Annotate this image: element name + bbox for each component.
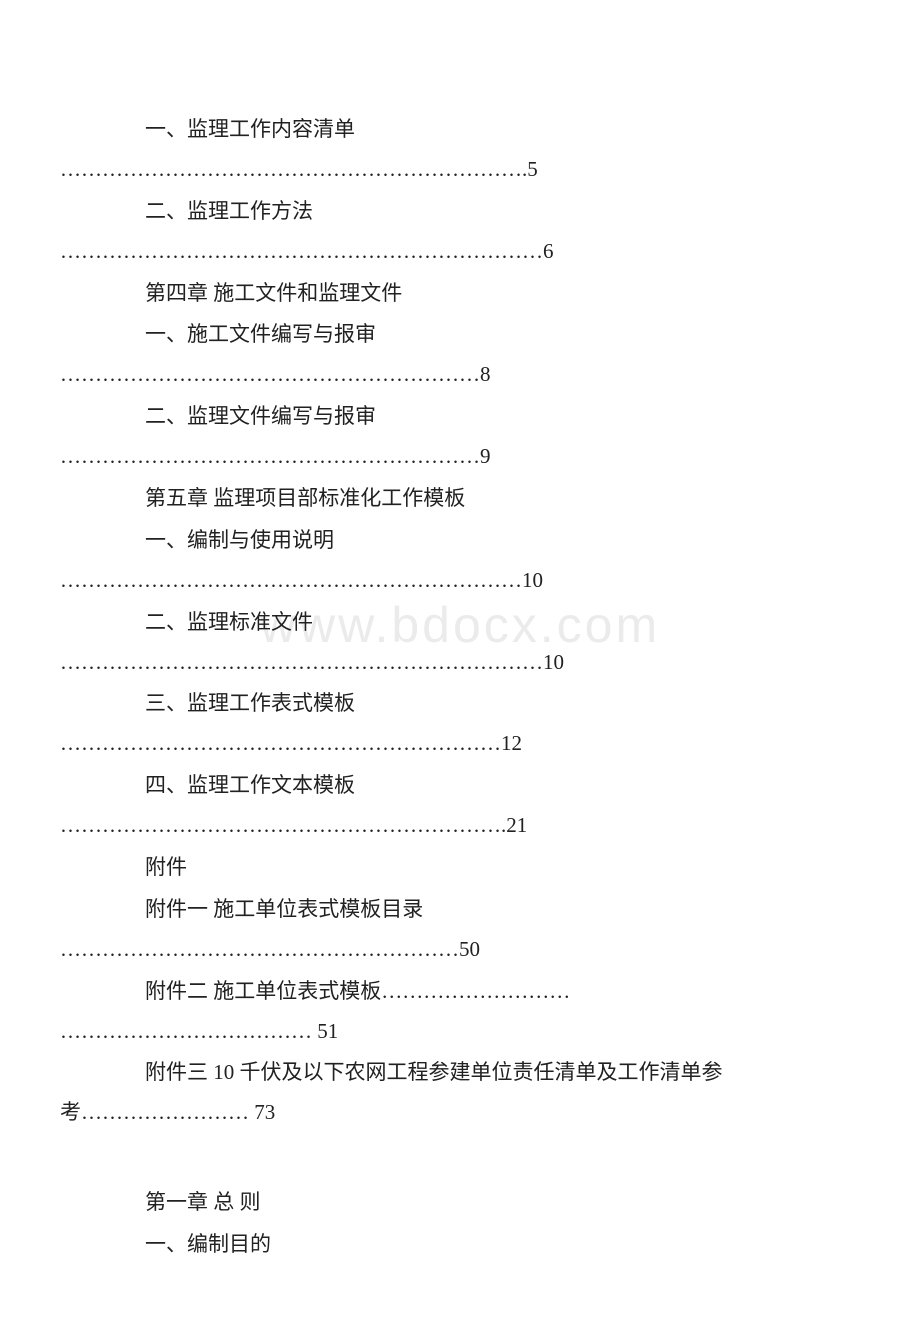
- section-heading: 一、编制目的: [60, 1225, 860, 1265]
- chapter-heading: 第四章 施工文件和监理文件: [60, 274, 860, 314]
- toc-entry-title: 附件二 施工单位表式模板………………………: [60, 972, 860, 1012]
- toc-entry-dots: 考…………………… 73: [60, 1093, 860, 1133]
- toc-entry-dots: …………………………………………………50: [60, 930, 860, 970]
- toc-entry: 二、监理标准文件 ……………………………………………………………10: [60, 603, 860, 683]
- toc-entry-dots: ……………………………………………………………10: [60, 643, 860, 683]
- toc-entry: 一、监理工作内容清单 ………………………………………………………….5: [60, 110, 860, 190]
- toc-entry-dots: ……………………………………………………9: [60, 437, 860, 477]
- toc-entry-dots: ……………………………………………………………6: [60, 232, 860, 272]
- toc-entry: 附件一 施工单位表式模板目录 …………………………………………………50: [60, 890, 860, 970]
- toc-entry-dots: ……………………………………………………….21: [60, 806, 860, 846]
- document-content: 一、监理工作内容清单 ………………………………………………………….5 二、监理…: [0, 0, 920, 1327]
- toc-entry-title: 一、施工文件编写与报审: [60, 315, 860, 355]
- toc-entry-dots: ……………………………………………………8: [60, 355, 860, 395]
- toc-entry: 一、施工文件编写与报审 ……………………………………………………8: [60, 315, 860, 395]
- toc-entry-title: 四、监理工作文本模板: [60, 766, 860, 806]
- toc-entry-title: 一、编制与使用说明: [60, 521, 860, 561]
- toc-entry: 三、监理工作表式模板 ………………………………………………………12: [60, 684, 860, 764]
- toc-entry-title: 附件一 施工单位表式模板目录: [60, 890, 860, 930]
- toc-entry-title: 二、监理工作方法: [60, 192, 860, 232]
- toc-entry-title: 二、监理文件编写与报审: [60, 397, 860, 437]
- toc-entry-dots: ………………………………………………………12: [60, 724, 860, 764]
- toc-entry-dots: ……………………………… 51: [60, 1012, 860, 1052]
- toc-entry-title: 附件三 10 千伏及以下农网工程参建单位责任清单及工作清单参: [60, 1053, 860, 1093]
- toc-entry: 附件二 施工单位表式模板……………………… ……………………………… 51: [60, 972, 860, 1052]
- toc-entry: 四、监理工作文本模板 ……………………………………………………….21: [60, 766, 860, 846]
- toc-entry: 二、监理文件编写与报审 ……………………………………………………9: [60, 397, 860, 477]
- toc-entry: 一、编制与使用说明 …………………………………………………………10: [60, 521, 860, 601]
- toc-entry: 二、监理工作方法 ……………………………………………………………6: [60, 192, 860, 272]
- attachments-heading: 附件: [60, 848, 860, 888]
- toc-entry-title: 三、监理工作表式模板: [60, 684, 860, 724]
- toc-entry-dots: ………………………………………………………….5: [60, 150, 860, 190]
- chapter-heading: 第五章 监理项目部标准化工作模板: [60, 479, 860, 519]
- toc-entry-dots: …………………………………………………………10: [60, 561, 860, 601]
- toc-entry-title: 一、监理工作内容清单: [60, 110, 860, 150]
- chapter-heading: 第一章 总 则: [60, 1183, 860, 1223]
- toc-entry-title: 二、监理标准文件: [60, 603, 860, 643]
- toc-entry: 附件三 10 千伏及以下农网工程参建单位责任清单及工作清单参 考………………………: [60, 1053, 860, 1133]
